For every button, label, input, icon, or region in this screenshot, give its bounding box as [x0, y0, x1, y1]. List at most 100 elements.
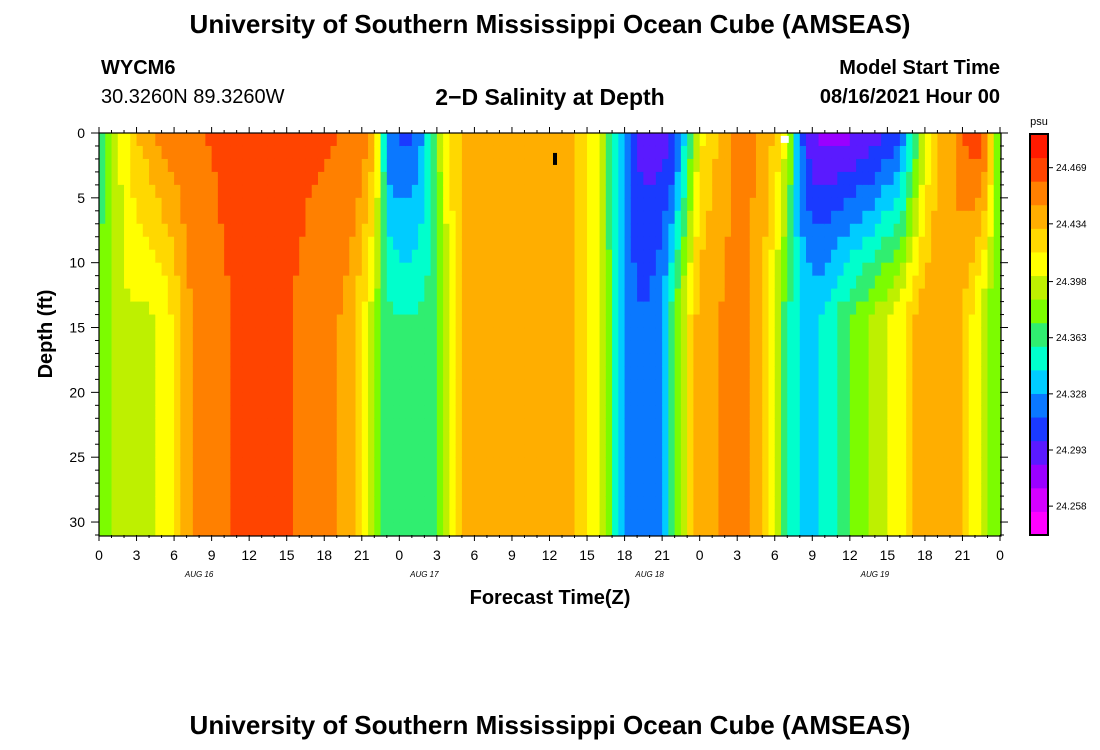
- heatmap-cell: [292, 366, 300, 380]
- heatmap-cell: [180, 184, 188, 199]
- heatmap-cell: [249, 249, 257, 264]
- heatmap-cell: [862, 197, 870, 212]
- heatmap-cell: [286, 418, 294, 432]
- heatmap-cell: [505, 288, 513, 303]
- heatmap-cell: [856, 262, 863, 277]
- heatmap-cell: [906, 483, 914, 497]
- heatmap-cell: [693, 314, 701, 329]
- heatmap-cell: [230, 340, 238, 355]
- heatmap-cell: [705, 301, 713, 316]
- heatmap-cell: [124, 145, 131, 160]
- heatmap-cell: [518, 262, 526, 277]
- heatmap-cell: [730, 210, 738, 225]
- heatmap-cell: [849, 379, 857, 393]
- heatmap-cell: [449, 444, 457, 458]
- heatmap-cell: [824, 171, 832, 186]
- heatmap-cell: [693, 145, 701, 160]
- heatmap-cell: [292, 301, 300, 316]
- heatmap-cell: [612, 405, 619, 419]
- heatmap-cell: [443, 301, 450, 316]
- heatmap-cell: [224, 288, 231, 303]
- heatmap-cell: [261, 223, 269, 238]
- heatmap-cell: [655, 379, 663, 393]
- heatmap-cell: [680, 457, 688, 471]
- heatmap-cell: [242, 444, 250, 458]
- heatmap-cell: [831, 483, 838, 497]
- heatmap-cell: [299, 145, 307, 160]
- heatmap-cell: [161, 314, 169, 329]
- heatmap-cell: [136, 275, 144, 290]
- heatmap-cell: [637, 210, 644, 225]
- heatmap-cell: [311, 418, 319, 432]
- heatmap-cell: [781, 171, 788, 186]
- heatmap-cell: [411, 405, 419, 419]
- heatmap-cell: [762, 223, 770, 238]
- heatmap-cell: [455, 262, 463, 277]
- heatmap-cell: [749, 379, 757, 393]
- heatmap-cell: [361, 444, 369, 458]
- heatmap-cell: [899, 158, 907, 173]
- heatmap-cell: [99, 496, 106, 510]
- heatmap-cell: [580, 366, 588, 380]
- heatmap-cell: [624, 496, 632, 510]
- heatmap-cell: [762, 392, 770, 406]
- heatmap-cell: [167, 405, 175, 419]
- heatmap-cell: [155, 236, 163, 251]
- heatmap-cell: [224, 418, 231, 432]
- heatmap-cell: [555, 340, 563, 355]
- heatmap-cell: [918, 314, 926, 329]
- heatmap-cell: [893, 457, 901, 471]
- heatmap-cell: [605, 470, 613, 484]
- heatmap-cell: [768, 314, 776, 329]
- heatmap-cell: [793, 444, 801, 458]
- heatmap-cell: [149, 184, 156, 199]
- heatmap-cell: [436, 353, 444, 368]
- heatmap-cell: [468, 249, 476, 264]
- heatmap-cell: [937, 405, 945, 419]
- heatmap-cell: [856, 223, 863, 238]
- heatmap-cell: [543, 457, 551, 471]
- heatmap-cell: [781, 444, 788, 458]
- heatmap-cell: [411, 275, 419, 290]
- heatmap-cell: [549, 184, 557, 199]
- heatmap-cell: [174, 496, 181, 510]
- heatmap-cell: [324, 145, 332, 160]
- x-tick-label: 12: [542, 547, 558, 563]
- heatmap-cell: [612, 223, 619, 238]
- heatmap-cell: [549, 327, 557, 342]
- heatmap-cell: [486, 184, 494, 199]
- heatmap-cell: [286, 210, 294, 225]
- heatmap-cell: [831, 210, 838, 225]
- heatmap-cell: [737, 301, 745, 316]
- heatmap-cell: [618, 145, 626, 160]
- heatmap-cell: [249, 301, 257, 316]
- heatmap-cell: [292, 145, 300, 160]
- heatmap-cell: [662, 133, 669, 147]
- heatmap-cell: [781, 145, 788, 160]
- heatmap-cell: [993, 470, 1001, 484]
- heatmap-cell: [161, 366, 169, 380]
- heatmap-cell: [249, 275, 257, 290]
- heatmap-cell: [568, 262, 576, 277]
- heatmap-cell: [405, 392, 413, 406]
- heatmap-cell: [793, 431, 801, 445]
- heatmap-cell: [549, 171, 557, 186]
- heatmap-cell: [480, 262, 488, 277]
- heatmap-cell: [543, 197, 551, 212]
- heatmap-cell: [974, 249, 982, 264]
- heatmap-cell: [962, 353, 970, 368]
- heatmap-cell: [987, 223, 995, 238]
- heatmap-cell: [192, 405, 200, 419]
- heatmap-cell: [712, 405, 720, 419]
- heatmap-cell: [199, 392, 206, 406]
- heatmap-cell: [524, 145, 532, 160]
- heatmap-cell: [161, 457, 169, 471]
- heatmap-cell: [643, 223, 651, 238]
- heatmap-cell: [599, 249, 607, 264]
- colorbar-frame: [1029, 133, 1049, 536]
- heatmap-cell: [267, 301, 275, 316]
- x-tick-label: 0: [996, 547, 1004, 563]
- heatmap-cell: [336, 262, 344, 277]
- heatmap-cell: [624, 184, 632, 199]
- heatmap-cell: [324, 249, 332, 264]
